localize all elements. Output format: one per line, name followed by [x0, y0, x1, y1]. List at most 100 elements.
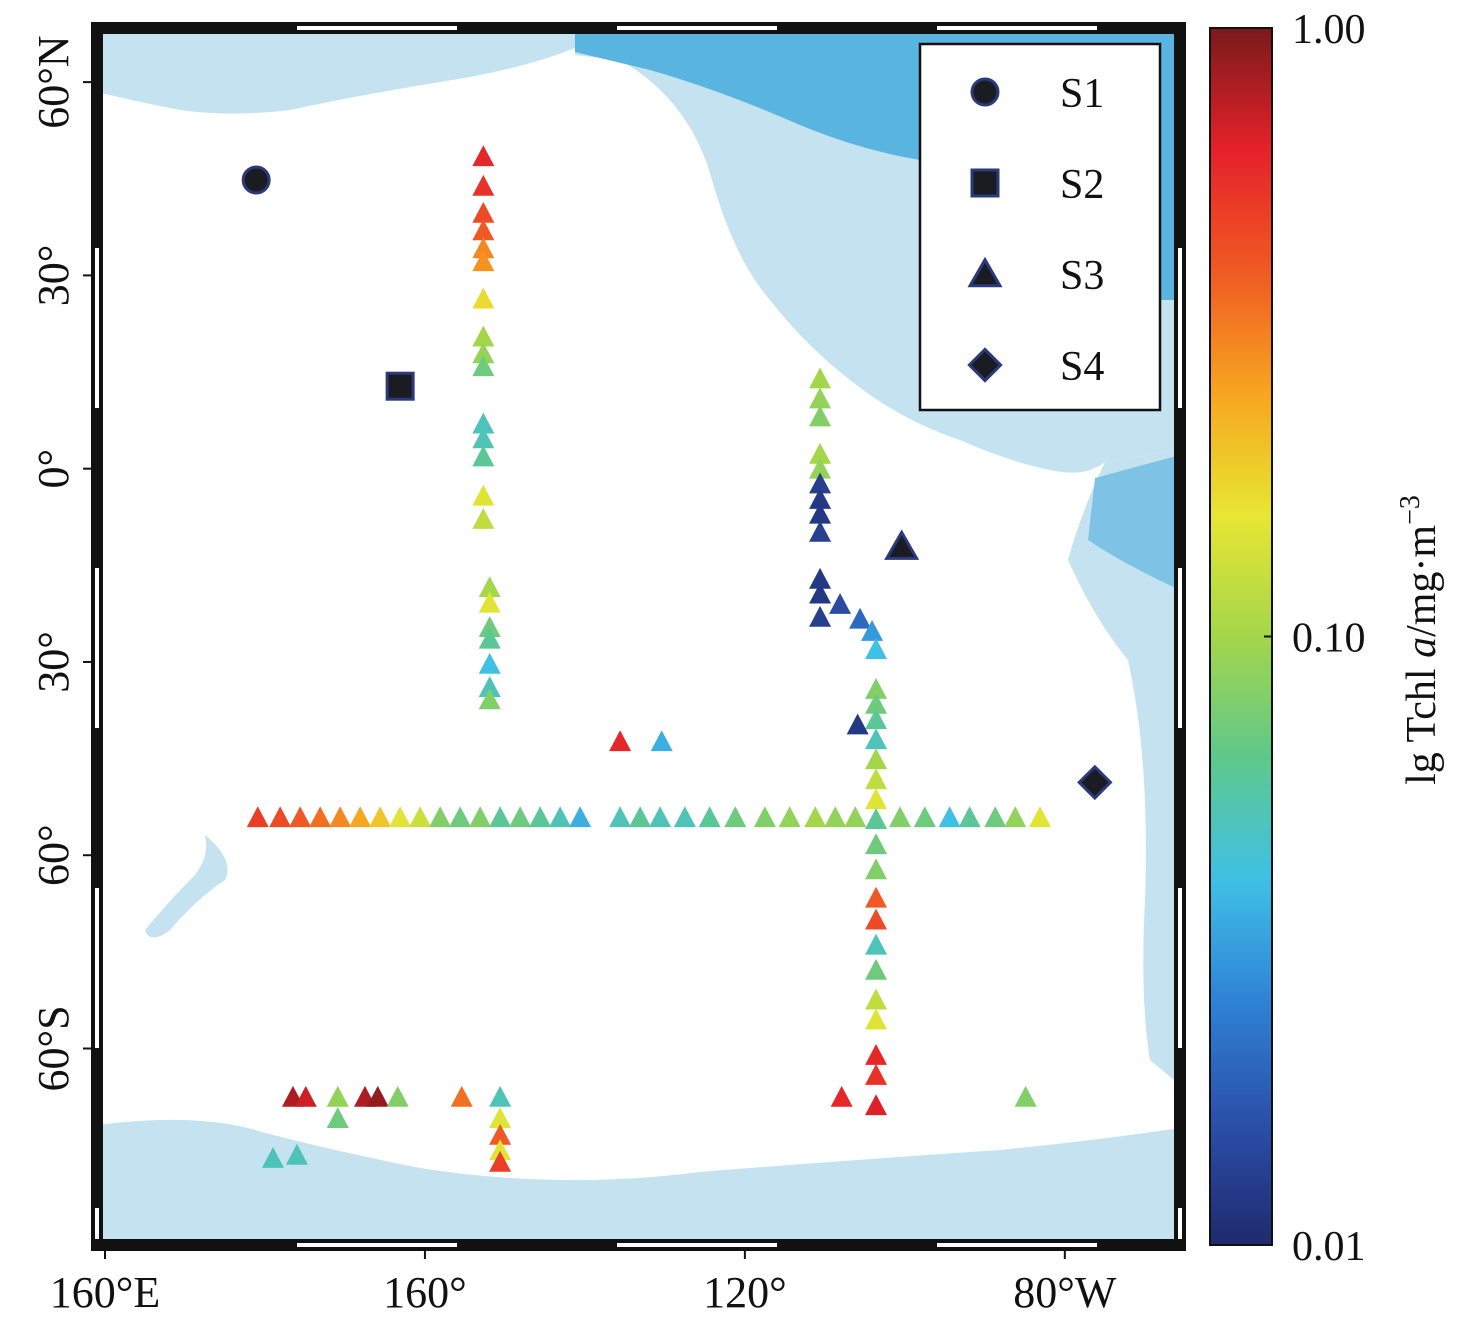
label-part: −3 [1395, 495, 1426, 525]
sample-marker [649, 806, 672, 828]
sample-marker [309, 806, 332, 828]
sample-marker [778, 806, 801, 828]
legend-label: S1 [1060, 71, 1104, 117]
legend-marker [970, 77, 1000, 107]
sample-marker [865, 808, 888, 830]
sample-marker [865, 638, 888, 659]
sample-marker [865, 678, 888, 699]
sample-marker [865, 1094, 888, 1116]
sample-marker [472, 355, 495, 377]
colorbar-label: lg Tchl a/mg·m−3 [1395, 495, 1445, 785]
sample-marker [386, 1085, 409, 1107]
y-tick-label: 30° [29, 631, 78, 693]
south-america [1068, 450, 1180, 1085]
sample-marker [809, 605, 832, 627]
sample-marker [369, 806, 392, 828]
x-tick-label: 160°E [50, 1268, 160, 1317]
sample-marker [472, 427, 495, 449]
sample-marker [489, 1150, 512, 1172]
sample-marker [285, 1143, 308, 1165]
sample-marker [804, 806, 827, 828]
legend-label: S3 [1060, 253, 1104, 299]
sample-marker [472, 507, 495, 529]
colorbar-tick-label: 1.00 [1292, 7, 1366, 53]
sample-marker [489, 1085, 512, 1107]
sample-marker [1014, 1085, 1037, 1107]
sample-marker [478, 688, 501, 710]
sample-marker [326, 1107, 349, 1128]
antarctica [97, 1119, 1180, 1245]
sample-marker [865, 933, 888, 955]
sample-marker [846, 713, 869, 735]
sample-marker [829, 592, 852, 614]
legend: S1 S2 S3 S4 [918, 42, 1162, 412]
samples [246, 145, 1052, 1172]
station-marker [884, 529, 920, 560]
colorbar-ramp [1209, 27, 1273, 1246]
sample-marker [865, 708, 888, 730]
sample-marker [289, 806, 312, 828]
y-tick-label: 30° [29, 245, 78, 307]
frame [91, 22, 1186, 1251]
sample-marker [472, 219, 495, 241]
sample-marker [809, 520, 832, 542]
x-tick-label: 120° [703, 1268, 787, 1317]
sample-marker [509, 806, 532, 828]
y-tick-label: 60°N [29, 35, 78, 128]
sample-marker [478, 676, 501, 697]
sample-marker [809, 387, 832, 409]
sample-marker [478, 616, 501, 638]
sample-marker [478, 576, 501, 598]
sample-marker [809, 567, 832, 589]
sample-marker [294, 1085, 317, 1107]
sample-marker [809, 582, 832, 604]
sample-marker [1004, 806, 1027, 828]
sample-marker [478, 591, 501, 613]
sample-marker [469, 806, 492, 828]
sample-marker [984, 806, 1007, 828]
sample-marker [529, 806, 552, 828]
sample-marker [629, 806, 652, 828]
sample-marker [958, 806, 981, 828]
sample-marker [753, 806, 776, 828]
label-part: lg Tchl [1399, 658, 1445, 785]
sample-marker [809, 502, 832, 524]
sample-marker [449, 806, 472, 828]
sample-marker [865, 958, 888, 980]
sample-marker [269, 806, 292, 828]
sample-marker [809, 457, 832, 479]
sample-marker [865, 788, 888, 810]
station-marker [385, 371, 415, 401]
sample-marker [865, 833, 888, 855]
sample-marker [650, 730, 673, 752]
sample-marker [478, 627, 501, 649]
sample-marker [673, 806, 696, 828]
sample-marker [472, 484, 495, 506]
sample-marker [329, 806, 352, 828]
sample-marker [472, 445, 495, 467]
sample-marker [865, 748, 888, 770]
colorbar: 1.00 0.10 0.01 [1209, 7, 1366, 1270]
sample-marker [489, 1139, 512, 1161]
label-part: a [1399, 637, 1445, 658]
sample-marker [865, 988, 888, 1010]
sample-marker [844, 806, 867, 828]
legend-box [918, 42, 1162, 412]
sample-marker [450, 1085, 473, 1107]
sample-marker [472, 201, 495, 223]
sample-marker [809, 442, 832, 464]
new-zealand [145, 835, 228, 938]
sample-marker [865, 1063, 888, 1085]
legend-label: S4 [1060, 344, 1104, 390]
sample-marker [809, 472, 832, 494]
sample-marker [429, 806, 452, 828]
sample-marker [389, 806, 412, 828]
sample-marker [865, 1043, 888, 1065]
sample-marker [865, 728, 888, 750]
sample-marker [938, 806, 961, 828]
sample-marker [849, 607, 872, 629]
y-tick-label: 60°S [29, 1005, 78, 1091]
sample-marker [913, 806, 936, 828]
sample-marker [549, 806, 572, 828]
